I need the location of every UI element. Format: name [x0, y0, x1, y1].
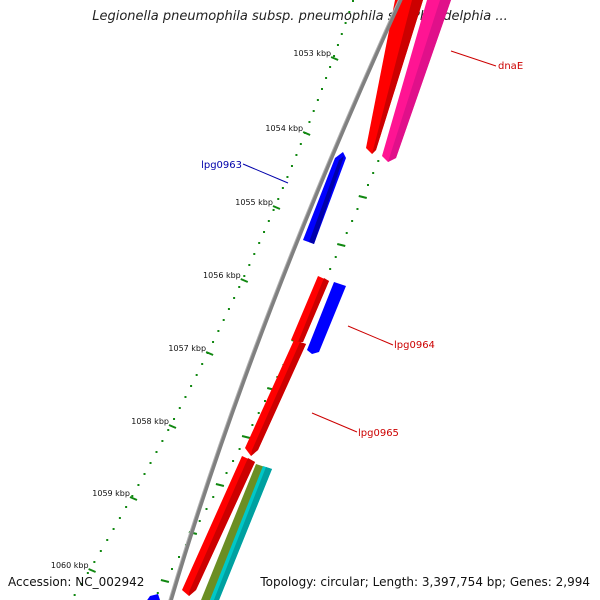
genome-summary: Topology: circular; Length: 3,397,754 bp… — [260, 575, 590, 589]
ruler-tick — [302, 131, 311, 136]
feature-lpg0963-edge — [309, 156, 344, 244]
ruler-tick-label: 1057 kbp — [168, 344, 206, 353]
label-leader-lines — [242, 50, 497, 433]
ruler-tick-label: 1054 kbp — [265, 124, 303, 133]
feature-small-blue[interactable] — [143, 594, 160, 600]
gene-label-lpg0964[interactable]: lpg0964 — [394, 340, 435, 351]
feature-lpg0965-edge — [251, 342, 306, 456]
gene-label-lpg0963[interactable]: lpg0963 — [201, 160, 242, 171]
ruler-tick-label: 1059 kbp — [92, 489, 130, 498]
gene-label-lpg0965[interactable]: lpg0965 — [358, 428, 399, 439]
ruler-tick — [129, 496, 138, 501]
leader-line — [311, 412, 358, 433]
leader-line — [242, 163, 289, 184]
ruler-tick — [88, 568, 96, 573]
leader-line — [347, 325, 394, 346]
ruler-tick — [272, 205, 281, 210]
ruler-tick — [330, 56, 339, 61]
ruler-tick-label: 1058 kbp — [131, 417, 169, 426]
feature-lpg0964[interactable] — [307, 282, 346, 354]
feature-track — [143, 0, 451, 600]
leader-line — [450, 50, 497, 67]
gene-labels: dnaE lpg0963 lpg0964 lpg0965 — [201, 61, 523, 439]
feature-pink-edge — [388, 0, 451, 162]
ruler-dotted-line — [73, 0, 354, 596]
gene-label-dnae[interactable]: dnaE — [498, 61, 523, 72]
feature-dnaE-edge — [372, 0, 423, 154]
ruler-tick-label: 1055 kbp — [235, 198, 273, 207]
feature-red-1-edge — [298, 278, 329, 342]
accession-label: Accession: NC_002942 — [8, 575, 145, 589]
ruler-tick — [240, 278, 249, 283]
ruler-tick-label: 1053 kbp — [293, 49, 331, 58]
ruler-tick-labels: 1053 kbp 1054 kbp 1055 kbp 1056 kbp 1057 kbp… — [51, 49, 331, 570]
feature-olive[interactable] — [197, 464, 265, 600]
ruler-tick-label: 1060 kbp — [51, 561, 89, 570]
backbone-highlight — [168, 0, 400, 600]
feature-red-2-edge — [189, 458, 255, 596]
ruler-tick-label: 1056 kbp — [203, 271, 241, 280]
ruler-tick — [168, 424, 177, 429]
ruler-tick — [205, 351, 214, 356]
genome-backbone — [168, 0, 403, 600]
feature-cyan-edge — [213, 467, 272, 600]
